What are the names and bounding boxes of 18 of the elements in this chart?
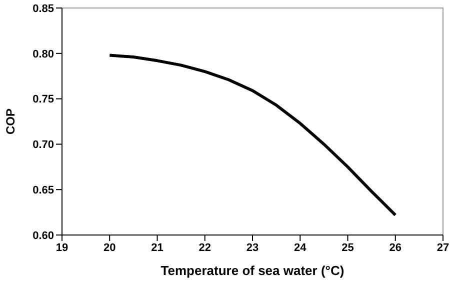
x-tick-label: 25 (342, 242, 354, 254)
y-tick-label: 0.75 (32, 94, 54, 106)
y-axis-title: COP (3, 108, 18, 135)
y-tick-label: 0.60 (32, 230, 54, 242)
x-tick-label: 19 (56, 242, 68, 254)
y-tick-label: 0.80 (32, 48, 54, 60)
x-axis-title: Temperature of sea water (°C) (160, 263, 344, 278)
x-tick-label: 23 (246, 242, 259, 254)
y-tick-label: 0.85 (32, 2, 54, 15)
y-tick-label: 0.65 (32, 184, 54, 197)
x-tick-label: 27 (436, 242, 450, 254)
y-tick-label: 0.70 (32, 139, 54, 152)
x-tick-label: 21 (151, 242, 164, 254)
line-series (108, 54, 397, 217)
x-tick-label: 26 (389, 242, 402, 254)
x-tick-label: 24 (294, 242, 308, 254)
x-tick-label: 22 (198, 242, 211, 254)
x-tick-label: 20 (104, 242, 116, 254)
